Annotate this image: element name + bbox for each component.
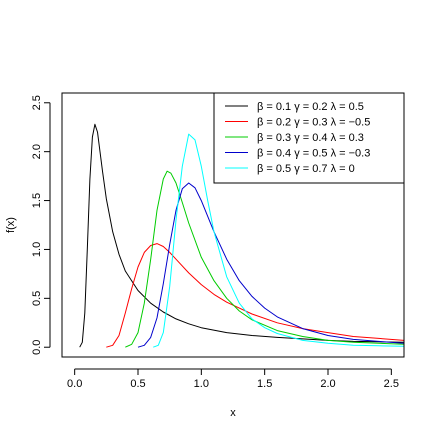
- legend-label-3: β = 0.3 γ = 0.4 λ = 0.3: [257, 132, 364, 144]
- series-layer: [79, 123, 405, 348]
- x-axis-title: x: [230, 407, 236, 419]
- series-line-2: [106, 243, 405, 348]
- legend: β = 0.1 γ = 0.2 λ = 0.5 β = 0.2 γ = 0.3 λ…: [213, 92, 405, 184]
- y-tick-label: 1.0: [31, 242, 43, 257]
- x-tick-label: 1.0: [194, 378, 209, 390]
- series-line-5: [153, 133, 405, 348]
- x-tick-label: 0.5: [130, 378, 145, 390]
- legend-label-4: β = 0.4 γ = 0.5 λ = −0.3: [257, 148, 370, 160]
- y-axis: 0.0 0.5 1.0 1.5 2.0 2.5: [31, 95, 51, 355]
- legend-label-5: β = 0.5 γ = 0.7 λ = 0: [257, 163, 355, 175]
- y-tick-label: 1.5: [31, 193, 43, 208]
- x-tick-label: 2.5: [384, 378, 399, 390]
- legend-label-2: β = 0.2 γ = 0.3 λ = −0.5: [257, 117, 370, 129]
- y-tick-label: 2.0: [31, 144, 43, 159]
- y-tick-label: 0.5: [31, 291, 43, 306]
- series-line-3: [125, 170, 405, 348]
- x-tick-label: 2.0: [320, 378, 335, 390]
- y-tick-label: 2.5: [31, 95, 43, 110]
- x-tick-label: 1.5: [257, 378, 272, 390]
- x-tick-label: 0.0: [67, 378, 82, 390]
- y-axis-title: f(x): [5, 217, 17, 233]
- series-line-1: [79, 123, 405, 348]
- series-line-4: [137, 182, 405, 348]
- y-tick-label: 0.0: [31, 340, 43, 355]
- legend-label-1: β = 0.1 γ = 0.2 λ = 0.5: [257, 101, 364, 113]
- x-axis: 0.0 0.5 1.0 1.5 2.0 2.5: [67, 368, 399, 390]
